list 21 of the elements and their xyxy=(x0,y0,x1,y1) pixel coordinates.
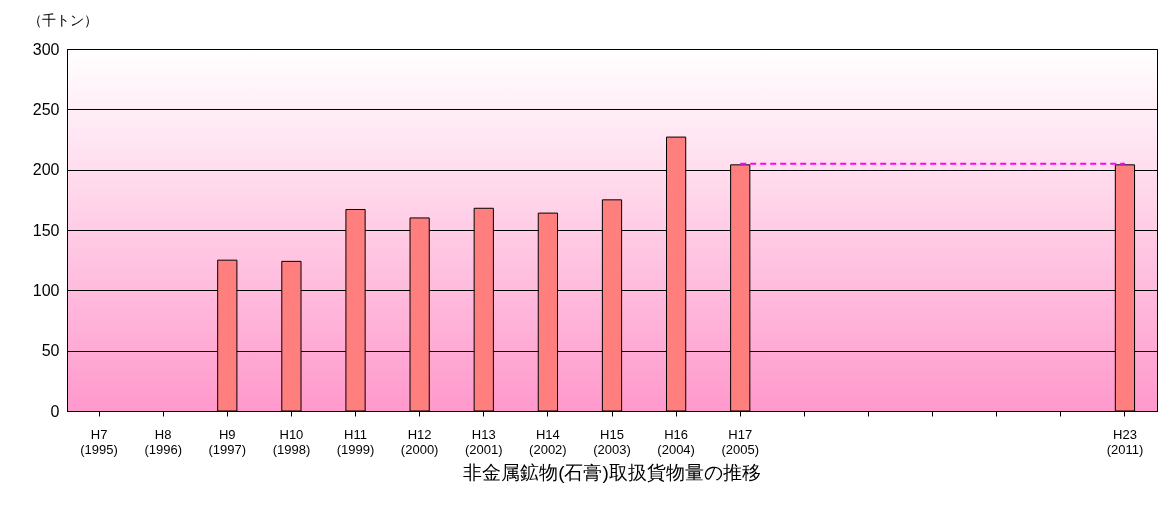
x-tick-label: H8 (1996) xyxy=(144,426,182,457)
y-tick-label: 0 xyxy=(50,402,60,420)
y-tick-label: 250 xyxy=(32,100,60,118)
x-tick-label: H7 (1995) xyxy=(80,426,118,457)
x-tick-label: H13 (2001) xyxy=(464,426,503,457)
x-tick-label: H10 (1998) xyxy=(272,426,311,457)
x-tick-label: H9 (1997) xyxy=(208,426,247,457)
x-tick-label: H12 (2000) xyxy=(400,426,439,457)
y-tick-label: 50 xyxy=(41,342,60,360)
y-axis-title: （千トン） xyxy=(27,11,98,28)
x-tick-label: H16 (2004) xyxy=(657,426,695,457)
x-tick-label: H11 (1999) xyxy=(336,426,375,457)
y-tick-label: 200 xyxy=(32,161,60,179)
y-tick-label: 300 xyxy=(32,40,60,58)
x-tick-label: H23 (2011) xyxy=(1106,426,1144,457)
x-tick-label: H15 (2003) xyxy=(593,426,631,457)
x-tick-label: H17 (2005) xyxy=(721,426,760,457)
x-tick-label: H14 (2002) xyxy=(529,426,567,457)
y-tick-label: 100 xyxy=(32,281,60,299)
text: 非金属鉱物(石膏)取扱貨物量の推移 xyxy=(463,462,761,483)
y-tick-label: 150 xyxy=(32,221,60,239)
